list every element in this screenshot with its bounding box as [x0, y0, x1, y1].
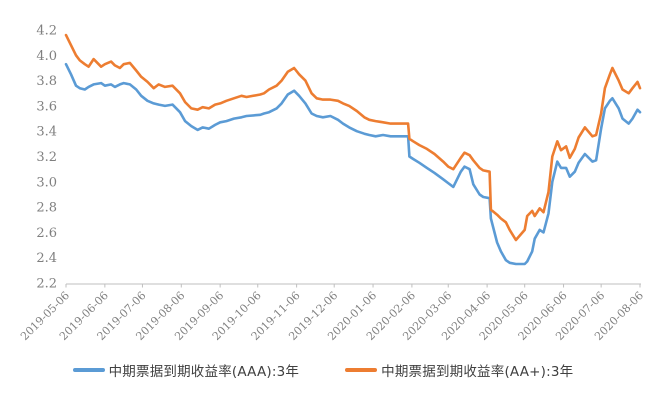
y-tick-label: 3.4 [36, 125, 57, 140]
y-tick-label: 3.6 [36, 99, 57, 114]
y-tick-label: 2.4 [36, 251, 57, 266]
legend-item-aaa: 中期票据到期收益率(AAA):3年 [72, 360, 300, 380]
y-tick-label: 4.2 [36, 24, 57, 39]
y-tick-label: 4.0 [36, 49, 57, 64]
y-tick-label: 2.8 [36, 201, 57, 216]
series-line-aaa [64, 62, 642, 266]
legend-line-aa-plus-swatch [345, 368, 378, 372]
y-tick-label: 3.0 [36, 175, 57, 190]
legend: 中期票据到期收益率(AAA):3年 中期票据到期收益率(AA+):3年 [0, 360, 646, 380]
series-line-aa-plus [64, 33, 642, 242]
legend-line-aaa-swatch [72, 368, 105, 372]
y-tick-label: 3.2 [36, 150, 57, 165]
y-tick-label: 2.2 [36, 277, 57, 292]
y-tick-label: 2.6 [36, 226, 57, 241]
y-tick-label: 3.8 [36, 74, 57, 89]
legend-label-aa-plus: 中期票据到期收益率(AA+):3年 [381, 364, 574, 380]
legend-item-aa-plus: 中期票据到期收益率(AA+):3年 [345, 360, 573, 380]
legend-label-aaa: 中期票据到期收益率(AAA):3年 [108, 364, 300, 380]
